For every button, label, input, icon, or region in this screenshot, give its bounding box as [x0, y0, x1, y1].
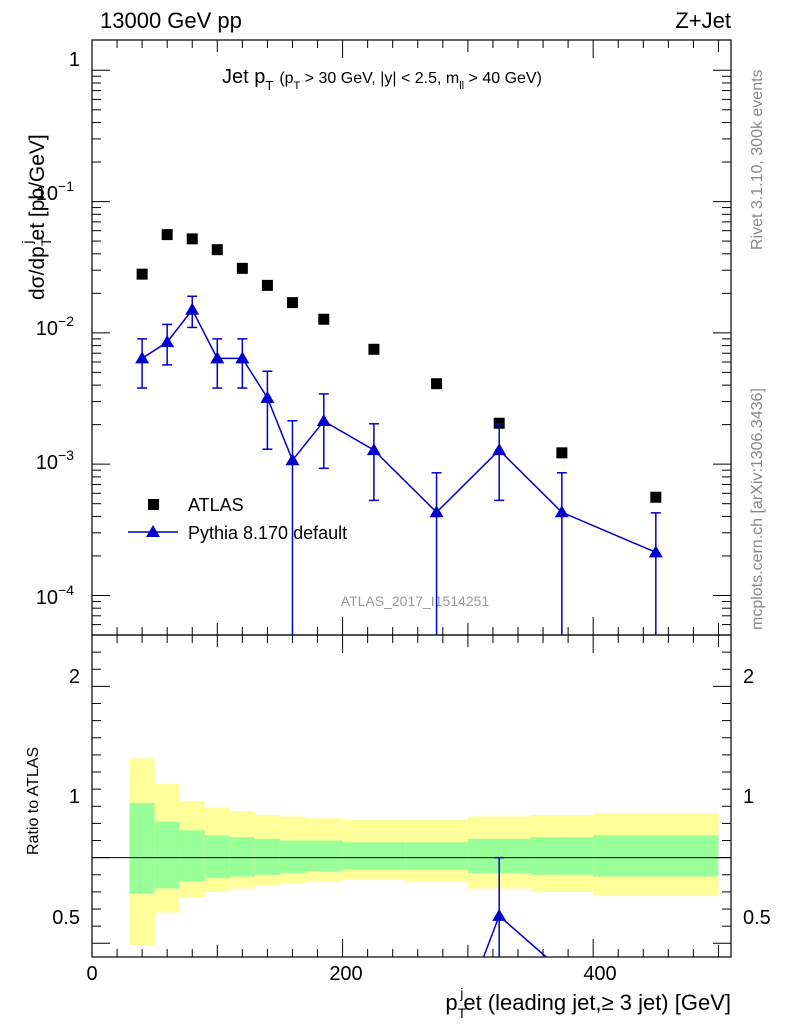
band-inner-bin [129, 802, 155, 894]
legend-pythia-label: Pythia 8.170 default [188, 523, 347, 543]
atlas-point [211, 244, 223, 256]
ratio-axis-label: Ratio to ATLAS [25, 747, 42, 855]
ratio-plot-frame [91, 634, 732, 958]
band-inner-bin [530, 837, 594, 875]
legend-atlas-marker [148, 499, 159, 510]
pythia-line [141, 308, 657, 554]
header-left: 13000 GeV pp [100, 8, 242, 33]
plot-title: Jet pT (pT > 30 GeV, |y| < 2.5, mll > 40 … [222, 66, 542, 93]
band-inner-bin [254, 838, 280, 875]
band-inner-bin [593, 835, 719, 877]
atlas-point [161, 229, 173, 241]
atlas-point [136, 268, 148, 280]
pythia-point [554, 505, 569, 518]
ratio-mc-point [492, 908, 507, 921]
atlas-point [318, 313, 330, 325]
ratio-tick-1-left: 1 [69, 786, 80, 808]
pythia-point [648, 545, 663, 558]
legend-pythia-marker [146, 525, 160, 537]
pythia-point [260, 390, 275, 403]
band-inner-bin [229, 837, 255, 877]
y-tick-label-1: 1 [69, 49, 80, 71]
pythia-point [185, 302, 200, 315]
atlas-point [556, 447, 568, 459]
pythia-point [235, 351, 250, 364]
pythia-point [135, 351, 150, 364]
band-inner-bin [305, 840, 343, 872]
top-y-tick-labels: 1 10−1 10−2 10−3 10−4 [36, 49, 80, 609]
atlas-point [261, 279, 273, 291]
band-inner-bin [154, 821, 180, 889]
ratio-mc-line [482, 915, 500, 958]
ratio-tick-05-left: 0.5 [52, 907, 80, 929]
analysis-watermark: ATLAS_2017_I1514251 [341, 593, 490, 609]
y-tick-label-1e-4: 10−4 [36, 582, 74, 609]
x-tick-label-0: 0 [86, 963, 97, 985]
pythia-point [160, 335, 175, 348]
mcplots-text: mcplots.cern.ch [arXiv:1306.3436] [749, 388, 766, 630]
band-inner-bin [179, 830, 205, 882]
pythia-point [429, 505, 444, 518]
band-inner-bin [342, 842, 406, 870]
x-axis-label: pTjet (leading jet,≥ 3 jet) [GeV] [445, 985, 731, 1021]
atlas-point [186, 233, 198, 245]
y-tick-label-1e-1: 10−1 [36, 178, 74, 205]
pythia-point [316, 414, 331, 427]
ratio-bands [129, 758, 719, 946]
pythia-point [366, 443, 381, 456]
band-inner-bin [405, 842, 468, 870]
ratio-tick-2-right: 2 [743, 666, 754, 688]
ratio-tick-05-right: 0.5 [743, 907, 771, 929]
atlas-point [650, 491, 662, 503]
band-inner-bin [279, 840, 305, 874]
pythia-point [210, 351, 225, 364]
ratio-tick-1-right: 1 [743, 786, 754, 808]
y-tick-label-1e-2: 10−2 [36, 313, 74, 340]
legend-atlas-label: ATLAS [188, 495, 244, 515]
pythia-point [285, 453, 300, 466]
x-tick-label-200: 200 [329, 963, 362, 985]
ratio-mc-line [498, 915, 547, 958]
y-axis-label: dσ/dpTjet [pb/GeV] [19, 134, 54, 300]
legend: ATLAS Pythia 8.170 default [128, 495, 347, 543]
pythia-point [492, 443, 507, 456]
top-plot-frame [91, 39, 732, 636]
atlas-point [431, 378, 443, 390]
data-series [92, 229, 731, 958]
y-tick-label-1e-3: 10−3 [36, 447, 74, 474]
header-right: Z+Jet [675, 8, 731, 33]
x-tick-label-400: 400 [583, 963, 616, 985]
atlas-point [368, 343, 380, 355]
atlas-point [236, 262, 248, 274]
rivet-version-text: Rivet 3.1.10, 300k events [749, 69, 766, 250]
atlas-point [286, 297, 298, 309]
ratio-tick-2-left: 2 [69, 666, 80, 688]
band-inner-bin [204, 835, 230, 879]
